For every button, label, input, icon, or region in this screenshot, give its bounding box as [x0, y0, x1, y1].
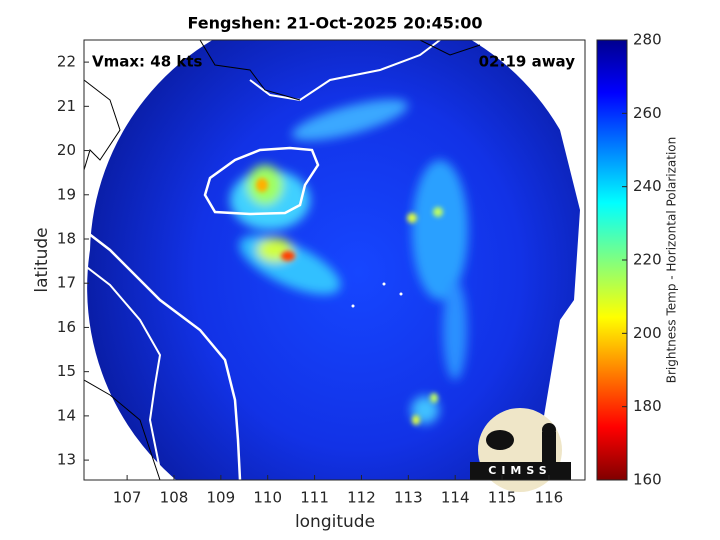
colorbar-tick-label: 280 [633, 31, 662, 49]
colorbar-tick-label: 200 [633, 324, 662, 342]
y-axis-label: latitude [32, 227, 52, 292]
x-tick-label: 110 [253, 489, 282, 507]
y-tick-label: 15 [57, 362, 76, 380]
colorbar-tick-label: 180 [633, 397, 662, 415]
y-tick-label: 16 [57, 318, 76, 336]
y-tick-label: 19 [57, 185, 76, 203]
y-tick-label: 14 [57, 406, 76, 424]
y-tick-label: 18 [57, 229, 76, 247]
x-tick-label: 115 [488, 489, 517, 507]
colorbar-label: Brightness Temp - Horizontal Polarizatio… [665, 137, 679, 384]
cimss-logo: CIMSS [470, 408, 571, 492]
y-tick-label: 22 [57, 53, 76, 71]
satellite-image [84, 40, 580, 480]
colorbar-tick-label: 260 [633, 104, 662, 122]
y-tick-label: 20 [57, 141, 76, 159]
colorbar-tick-label: 240 [633, 177, 662, 195]
x-tick-label: 111 [300, 489, 329, 507]
vmax-label: Vmax: 48 kts [92, 53, 202, 71]
logo-text: CIMSS [488, 464, 551, 477]
x-tick-label: 114 [441, 489, 470, 507]
y-tick-label: 21 [57, 97, 76, 115]
x-tick-label: 108 [160, 489, 189, 507]
x-axis-label: longitude [295, 512, 375, 532]
plot-frame [83, 39, 586, 481]
x-tick-label: 112 [347, 489, 376, 507]
x-tick-label: 113 [394, 489, 423, 507]
colorbar-tick-label: 220 [633, 251, 662, 269]
x-tick-label: 109 [207, 489, 236, 507]
x-tick-label: 116 [535, 489, 564, 507]
y-tick-label: 13 [57, 451, 76, 469]
time-away-label: 02:19 away [479, 53, 576, 71]
colorbar-tick-label: 160 [633, 471, 662, 489]
y-tick-label: 17 [57, 274, 76, 292]
title: Fengshen: 21-Oct-2025 20:45:00 [187, 14, 482, 33]
x-tick-label: 107 [113, 489, 142, 507]
